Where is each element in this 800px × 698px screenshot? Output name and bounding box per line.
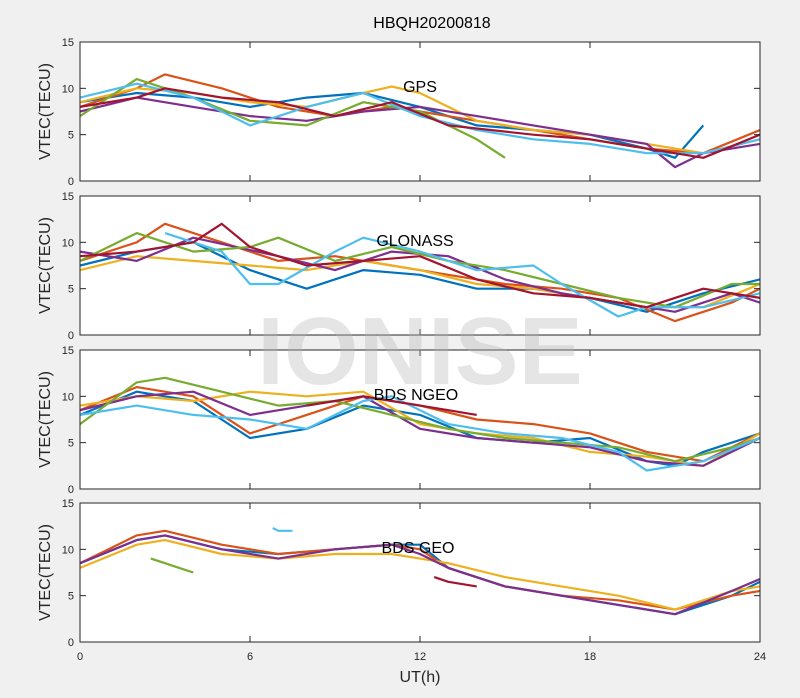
series-group [80,376,760,472]
y-axis-label: VTEC(TECU) [37,371,54,468]
series-line-2 [80,529,760,611]
series-line-5 [80,232,760,309]
x-tick-label: 24 [754,651,766,663]
panel-label: BDS GEO [382,540,455,557]
panel-label: GLONASS [376,233,453,250]
subplot-4: 0 5 10 15 0 6 12 18 24 VTEC(TECU) BDS GEO [37,498,766,663]
series-line-5 [80,376,760,463]
y-tick-label: 15 [62,37,74,49]
y-tick-label: 15 [62,191,74,203]
y-tick-label: 5 [68,591,74,603]
series-line-6 [80,82,760,155]
x-tick-label: 12 [414,651,426,663]
y-tick-label: 5 [68,130,74,142]
series-group [80,73,760,169]
y-tick-label: 0 [68,330,74,342]
subplot-3: 0 5 10 15 VTEC(TECU) BDS NGEO [37,345,761,496]
subplot-stack: 0 5 10 15 VTEC(TECU) GPS 0 5 10 15 VTEC(TECU) GLONA… [37,37,766,663]
plot-area [80,350,760,489]
y-tick-label: 10 [62,83,74,95]
panel-label: GPS [403,79,437,96]
series-line-4 [80,96,760,169]
series-line-5 [80,78,506,159]
x-axis-label: UT(h) [400,669,441,686]
series-group [80,527,760,616]
series-line-7 [433,576,477,588]
figure-title: HBQH20200818 [373,15,491,32]
x-tick-label: 18 [584,651,596,663]
x-tick-label: 0 [77,651,83,663]
series-line-6 [272,527,293,532]
series-line-3 [80,539,760,611]
plot-area [80,503,760,642]
y-tick-label: 5 [68,438,74,450]
subplot-2: 0 5 10 15 VTEC(TECU) GLONASS [37,191,761,342]
y-tick-label: 15 [62,345,74,357]
series-line-7 [306,395,477,416]
series-line-4 [80,236,760,313]
series-line-4 [80,534,760,616]
y-axis-label: VTEC(TECU) [37,63,54,160]
series-line-4 [80,390,760,467]
series-line-7 [80,87,760,159]
y-tick-label: 0 [68,176,74,188]
x-tick-label: 6 [247,651,253,663]
y-tick-label: 15 [62,498,74,510]
y-axis-label: VTEC(TECU) [37,217,54,314]
series-line-7 [80,222,760,309]
series-line-1 [80,390,760,467]
series-line-6 [164,232,760,318]
y-tick-label: 5 [68,284,74,296]
y-tick-label: 0 [68,637,74,649]
y-tick-label: 10 [62,237,74,249]
series-line-6 [80,395,760,472]
series-group [80,222,760,323]
subplot-1: 0 5 10 15 VTEC(TECU) GPS [37,37,761,188]
panel-label: BDS NGEO [374,387,458,404]
watermark-text: IONISE [257,298,582,405]
series-line-5 [150,557,194,574]
y-tick-label: 10 [62,544,74,556]
y-tick-label: 10 [62,391,74,403]
y-tick-label: 0 [68,484,74,496]
y-axis-label: VTEC(TECU) [37,524,54,621]
series-line-3 [80,390,760,467]
